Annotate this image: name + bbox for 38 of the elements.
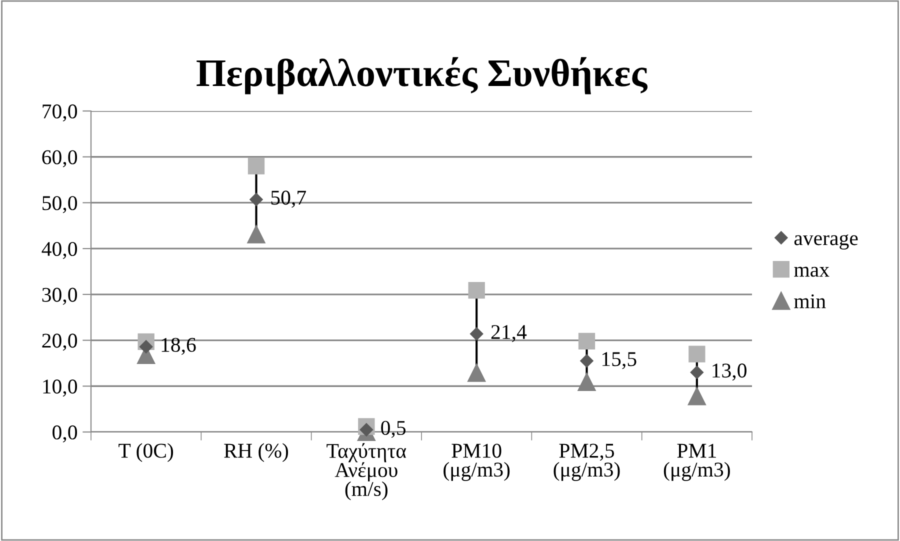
data-label: 13,0 [712,364,746,381]
data-label: 15,5 [602,352,636,370]
data-label: 50,7 [271,190,306,208]
point [578,372,596,392]
x-tick-label: PM2,5 (μg/m3) [554,444,620,481]
legend-label: max [794,266,830,277]
y-tick-label: 20,0 [42,334,78,351]
point [248,158,265,174]
y-tick-label: 10,0 [43,380,78,397]
legend-label: average [794,234,858,250]
point [247,225,266,244]
y-tick-label: 30,0 [42,288,78,305]
data-label: 0,5 [381,420,406,438]
y-tick-label: 60,0 [42,150,78,168]
point [688,346,706,362]
point [470,327,484,340]
point [250,192,263,206]
point [468,282,485,299]
point [360,423,374,436]
data-label: 21,4 [491,325,527,342]
y-tick-label: 50,0 [42,196,78,214]
point [688,387,706,406]
point [580,354,594,368]
y-tick-label: 40,0 [42,242,78,260]
x-tick-label: Ταχύτητα Ανέμου (m/s) [326,443,406,500]
x-tick-label: RH (%) [224,443,288,462]
x-tick-label: PM10 (μg/m3) [444,444,510,481]
y-tick-label: 70,0 [42,104,78,122]
point [139,340,153,354]
chart-title: Περιβαλλοντικές Συνθήκες [196,57,648,94]
point [690,366,704,379]
data-label: 18,6 [162,338,196,355]
legend-label: min [794,294,826,308]
x-tick-label: T (0C) [118,443,174,462]
point [468,364,486,382]
x-tick-label: PM1 (μg/m3) [664,444,730,481]
point [578,332,596,350]
y-tick-label: 0,0 [52,425,78,442]
